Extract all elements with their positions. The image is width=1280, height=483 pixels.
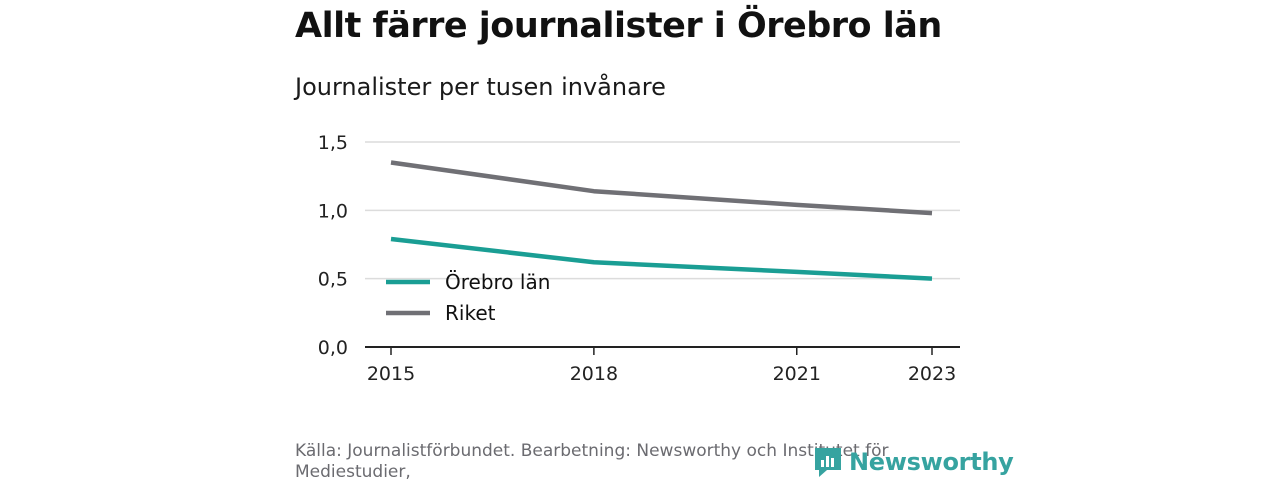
chart-title: Allt färre journalister i Örebro län: [295, 6, 942, 46]
brand-logo: Newsworthy: [813, 446, 1014, 478]
x-tick-label: 2015: [367, 363, 415, 385]
y-tick-label: 0,5: [318, 269, 348, 291]
y-tick-label: 0,0: [318, 337, 348, 359]
line-chart: 0,0 0,5 1,0 1,5 2015 2018 2021 2023 Örebro län Ri…: [318, 132, 960, 385]
series-line-riket: [390, 160, 933, 216]
x-tick-label: 2021: [773, 363, 821, 385]
brand-name: Newsworthy: [849, 448, 1014, 476]
y-tick-label: 1,5: [318, 132, 348, 154]
series-line-orebro: [390, 236, 933, 281]
x-tick-label: 2023: [908, 363, 956, 385]
source-note: Källa: Journalistförbundet. Bearbetning:…: [295, 441, 889, 482]
y-tick-label: 1,0: [318, 200, 348, 222]
chart-subtitle: Journalister per tusen invånare: [295, 73, 666, 101]
newsworthy-logo-icon: [815, 448, 841, 477]
legend-label: Örebro län: [445, 270, 550, 294]
legend-label: Riket: [445, 301, 496, 325]
x-tick-label: 2018: [570, 363, 618, 385]
